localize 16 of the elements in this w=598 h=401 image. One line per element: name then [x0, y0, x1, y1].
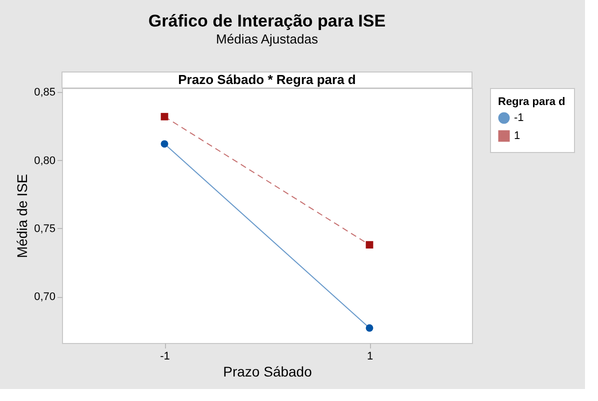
legend-title: Regra para d: [498, 96, 566, 108]
x-axis-title: Prazo Sábado: [223, 364, 312, 380]
legend-label: 1: [514, 130, 520, 142]
y-tick-label: 0,70: [34, 291, 56, 304]
y-tick-label: 0,85: [34, 86, 56, 99]
text: Prazo Sábado * Regra para d: [178, 72, 356, 87]
point: [366, 324, 374, 332]
point: [160, 140, 168, 148]
chart-subtitle: Médias Ajustadas: [216, 32, 318, 46]
point: [366, 241, 374, 249]
y-axis-title: Média de ISE: [14, 174, 30, 258]
chart-title: Gráfico de Interação para ISE: [148, 12, 386, 30]
y-tick-label: 0,75: [34, 222, 56, 235]
point: [160, 112, 168, 120]
legend-label: -1: [514, 112, 524, 124]
y-tick-label: 0,80: [34, 154, 56, 167]
